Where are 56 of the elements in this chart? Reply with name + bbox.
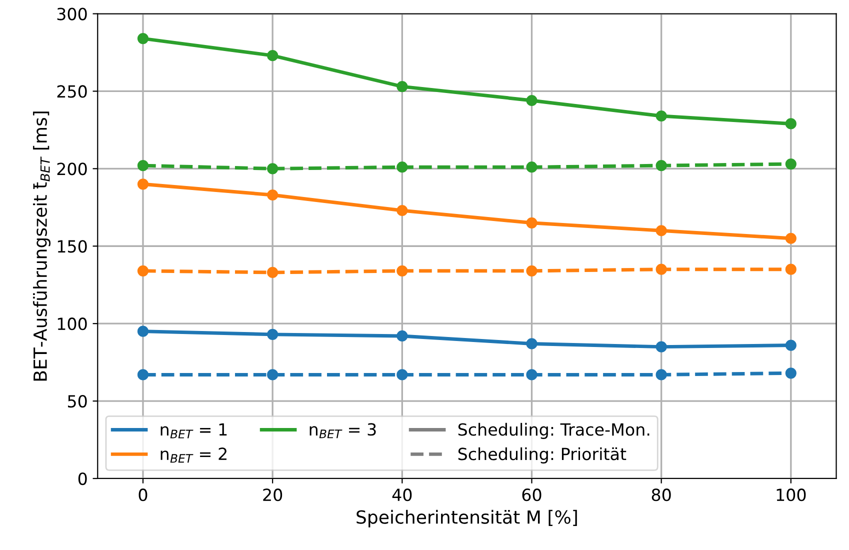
point bbox=[526, 217, 538, 228]
point bbox=[137, 32, 149, 44]
point bbox=[785, 340, 796, 351]
y-tick-label: 250 bbox=[57, 85, 87, 98]
point bbox=[785, 232, 796, 244]
point bbox=[656, 369, 667, 380]
point bbox=[137, 326, 149, 337]
x-tick-label: 0 bbox=[138, 488, 148, 502]
y-tick-label: 50 bbox=[68, 395, 87, 408]
point bbox=[656, 264, 667, 275]
point bbox=[267, 163, 278, 174]
point bbox=[656, 160, 667, 172]
point bbox=[396, 265, 408, 276]
y-tick-label: 0 bbox=[78, 472, 87, 486]
point bbox=[267, 369, 278, 380]
point bbox=[656, 341, 667, 352]
legend-label: Scheduling: Trace-Mon. bbox=[458, 422, 650, 440]
point bbox=[396, 81, 408, 92]
point bbox=[137, 369, 149, 380]
x-tick-label: 20 bbox=[263, 488, 282, 502]
point bbox=[526, 338, 538, 350]
legend-label: n$_{BET}$ = 2 bbox=[160, 448, 226, 463]
x-tick-label: 80 bbox=[652, 488, 671, 502]
point bbox=[396, 204, 408, 216]
x-tick-label: 100 bbox=[776, 488, 806, 502]
y-tick-label: 300 bbox=[57, 8, 87, 20]
point bbox=[785, 368, 796, 379]
point bbox=[267, 328, 278, 340]
point bbox=[267, 189, 278, 201]
y-tick-label: 100 bbox=[58, 318, 87, 330]
point bbox=[396, 162, 408, 173]
point bbox=[526, 94, 538, 106]
point bbox=[396, 369, 408, 380]
point bbox=[785, 118, 796, 130]
point bbox=[656, 110, 667, 122]
y-tick-label: 150 bbox=[58, 240, 87, 253]
point bbox=[137, 265, 149, 276]
x-tick-label: 40 bbox=[392, 488, 412, 502]
legend-label: n$_{BET}$ = 1 bbox=[160, 423, 227, 438]
point bbox=[526, 162, 538, 173]
point bbox=[396, 330, 408, 342]
y-axis-title: BET-Ausführungszeit t̄$_{BET}$ [ms] bbox=[33, 112, 51, 381]
point bbox=[785, 158, 796, 170]
legend-label: Scheduling: Priorität bbox=[458, 447, 626, 464]
point bbox=[656, 225, 667, 236]
x-tick-label: 60 bbox=[522, 488, 542, 502]
point bbox=[267, 50, 278, 62]
x-axis-title: Speicherintensität M [%] bbox=[356, 510, 577, 528]
legend-label: n$_{BET}$ = 3 bbox=[310, 423, 376, 438]
point bbox=[785, 264, 796, 275]
point bbox=[526, 369, 538, 380]
point bbox=[137, 178, 149, 190]
point bbox=[137, 160, 149, 172]
point bbox=[526, 265, 538, 276]
point bbox=[267, 266, 278, 278]
y-tick-label: 200 bbox=[57, 162, 87, 176]
